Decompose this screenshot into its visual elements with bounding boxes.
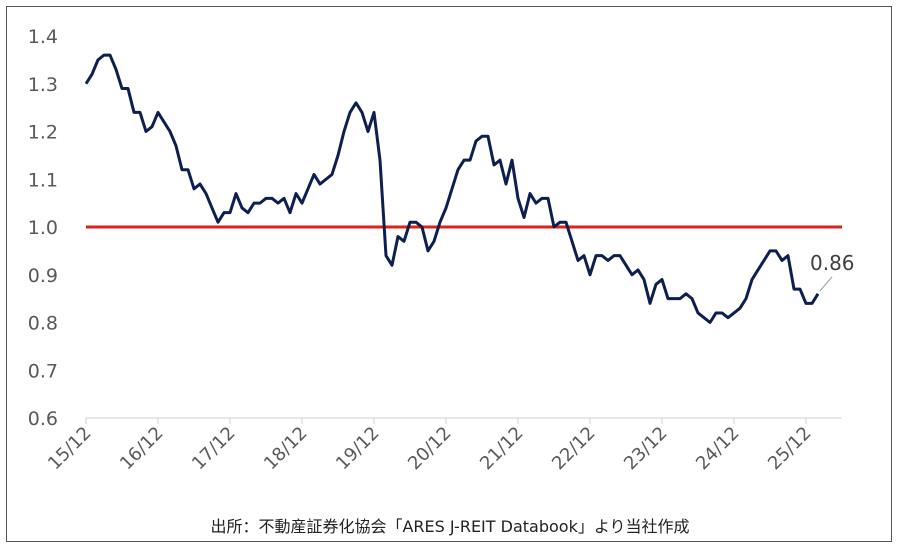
y-tick-label: 0.8: [28, 313, 58, 335]
end-value-label: 0.86: [810, 251, 855, 275]
x-tick-label: 19/12: [332, 423, 384, 475]
series-line: [84, 53, 820, 324]
x-tick-label: 15/12: [44, 423, 96, 475]
x-tick-label: 25/12: [764, 423, 816, 475]
x-tick-label: 24/12: [692, 423, 744, 475]
x-tick-label: 16/12: [116, 423, 168, 475]
y-tick-label: 0.6: [28, 408, 58, 430]
x-tick-label: 21/12: [476, 423, 528, 475]
x-tick-label: 17/12: [188, 423, 240, 475]
y-tick-label: 0.9: [28, 265, 58, 287]
x-axis: 15/12 16/12 17/12 18/12 19/12 20/12 21/12 22/12…: [44, 417, 842, 475]
y-tick-label: 1.1: [28, 169, 58, 191]
y-axis: 0.6 0.7 0.8 0.9 1.0 1.1 1.2 1.3 1.4: [28, 26, 58, 430]
source-note: 出所：不動産証券化協会「ARES J-REIT Databook」より当社作成: [210, 517, 690, 536]
y-tick-label: 1.4: [28, 26, 58, 48]
chart-frame: [6, 6, 892, 542]
y-tick-label: 1.3: [28, 74, 58, 96]
x-tick-label: 23/12: [620, 423, 672, 475]
x-tick-label: 18/12: [260, 423, 312, 475]
y-tick-label: 1.0: [28, 217, 58, 239]
x-tick-label: 22/12: [548, 423, 600, 475]
end-label-leader: [819, 276, 833, 292]
y-tick-label: 0.7: [28, 360, 58, 382]
x-tick-label: 20/12: [404, 423, 456, 475]
y-tick-label: 1.2: [28, 122, 58, 144]
